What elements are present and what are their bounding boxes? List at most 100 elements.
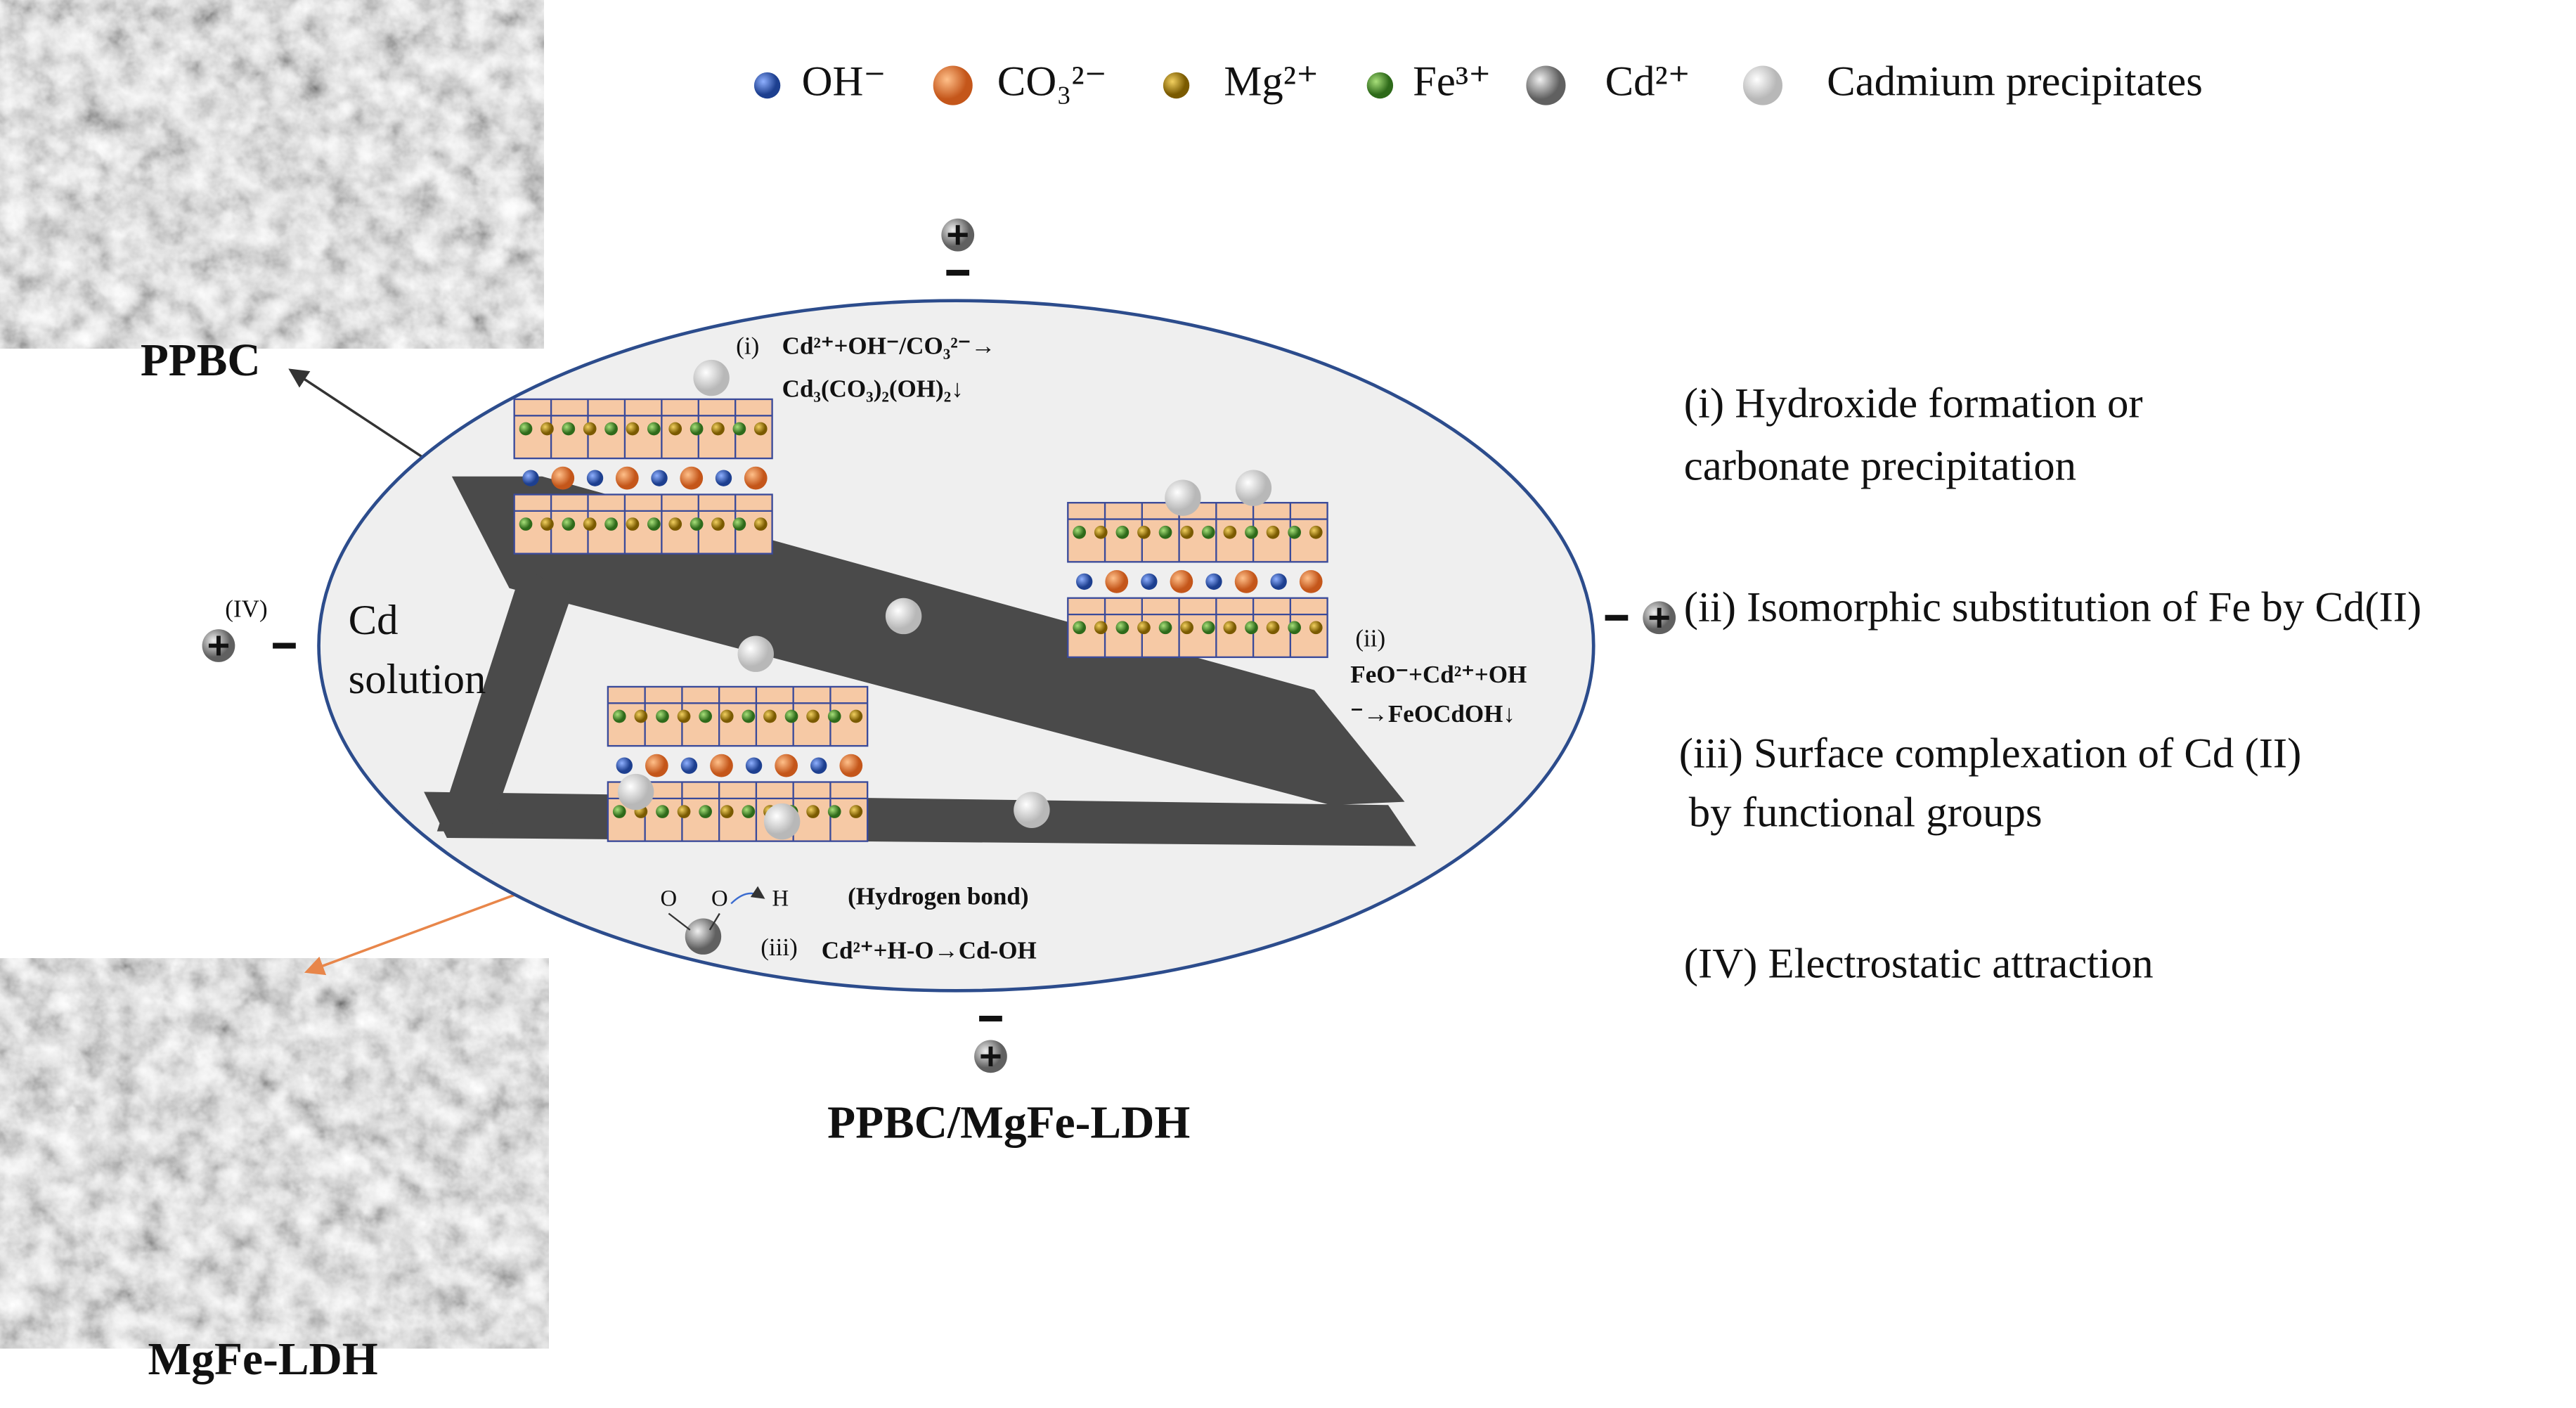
ball (656, 709, 669, 723)
label: ⁻→FeOCdOH↓ (1350, 700, 1515, 728)
ball (1266, 525, 1280, 539)
ball (806, 709, 820, 723)
label: carbonate precipitation (1684, 442, 2076, 489)
ball (647, 517, 661, 531)
label: (i) (736, 332, 759, 360)
label: PPBC/MgFe-LDH (827, 1097, 1190, 1148)
ball (1115, 525, 1130, 539)
ball (744, 466, 768, 490)
ball (849, 805, 863, 818)
label: by functional groups (1689, 789, 2043, 837)
ball (1073, 525, 1087, 539)
ball (1366, 72, 1394, 99)
plus-sign (947, 225, 968, 245)
ball (1158, 525, 1172, 539)
ball (1170, 570, 1193, 593)
ball (685, 918, 722, 955)
ball (617, 773, 654, 810)
ball (1105, 570, 1129, 593)
ball (699, 805, 712, 818)
ball (827, 709, 841, 723)
label: Cd²⁺+H-O→Cd-OH (822, 937, 1037, 964)
plus-sign (980, 1046, 1001, 1066)
ball (1299, 570, 1323, 593)
ball (626, 517, 640, 531)
ball (693, 359, 730, 396)
ball (1163, 72, 1190, 99)
ball (1266, 621, 1280, 635)
ball (519, 422, 533, 436)
label: (i) Hydroxide formation or (1684, 380, 2143, 427)
bond (668, 912, 720, 931)
ball (1115, 621, 1130, 635)
ball (763, 803, 801, 840)
ldh-layer (1067, 502, 1328, 563)
ldh-layer (1067, 597, 1328, 659)
ball (677, 709, 691, 723)
ball (1201, 525, 1215, 539)
ball (656, 805, 669, 818)
ball (849, 709, 863, 723)
ball (775, 754, 798, 777)
ball (753, 422, 768, 436)
label: (iii) (760, 934, 798, 961)
label: (Hydrogen bond) (848, 883, 1028, 910)
label: (IV) Electrostatic attraction (1684, 941, 2154, 988)
ball (1245, 525, 1258, 539)
ball (647, 422, 661, 436)
ball (806, 805, 820, 818)
label: PPBC (141, 335, 261, 386)
label: MgFe-LDH (148, 1334, 378, 1385)
ball (562, 422, 576, 436)
ball (634, 709, 648, 723)
ball (1223, 525, 1237, 539)
ldh-layer (513, 493, 773, 555)
ball (1158, 621, 1172, 635)
label: O (711, 886, 728, 911)
label: OH⁻ (802, 58, 886, 105)
label: (iii) Surface complexation of Cd (II) (1679, 730, 2302, 777)
ldh-layer (513, 398, 773, 460)
ball (1223, 621, 1237, 635)
ball (583, 422, 597, 436)
plus-sign (1649, 607, 1669, 628)
ball (753, 517, 768, 531)
ball (753, 72, 781, 99)
label: Mg²⁺ (1224, 58, 1319, 105)
ball (680, 466, 704, 490)
ball (616, 757, 633, 774)
ball (651, 470, 668, 486)
ball (732, 422, 746, 436)
ball (583, 517, 597, 531)
ball (710, 754, 733, 777)
label: Cadmium precipitates (1827, 58, 2203, 105)
ball (615, 466, 639, 490)
ball (1180, 621, 1194, 635)
ball (720, 805, 734, 818)
ldh-layer (607, 685, 869, 747)
ball (1141, 573, 1158, 590)
ball (519, 517, 533, 531)
ball (763, 709, 777, 723)
ball (690, 517, 704, 531)
biochar-sheet (451, 476, 1405, 806)
ball (668, 517, 682, 531)
ball (677, 805, 691, 818)
sem-image (22, 990, 501, 1317)
ball (586, 470, 604, 486)
label: Cd²⁺+OH⁻/CO₃²⁻→ (782, 332, 996, 360)
ball (1288, 525, 1301, 539)
ball (885, 598, 922, 635)
ball (626, 422, 640, 436)
ball (1526, 65, 1566, 105)
ball (1234, 570, 1258, 593)
ball (742, 709, 756, 723)
ball (742, 805, 756, 818)
ball (732, 517, 746, 531)
ball (810, 757, 827, 774)
label: (IV) (225, 595, 267, 622)
ball (522, 470, 539, 486)
ball (604, 422, 618, 436)
